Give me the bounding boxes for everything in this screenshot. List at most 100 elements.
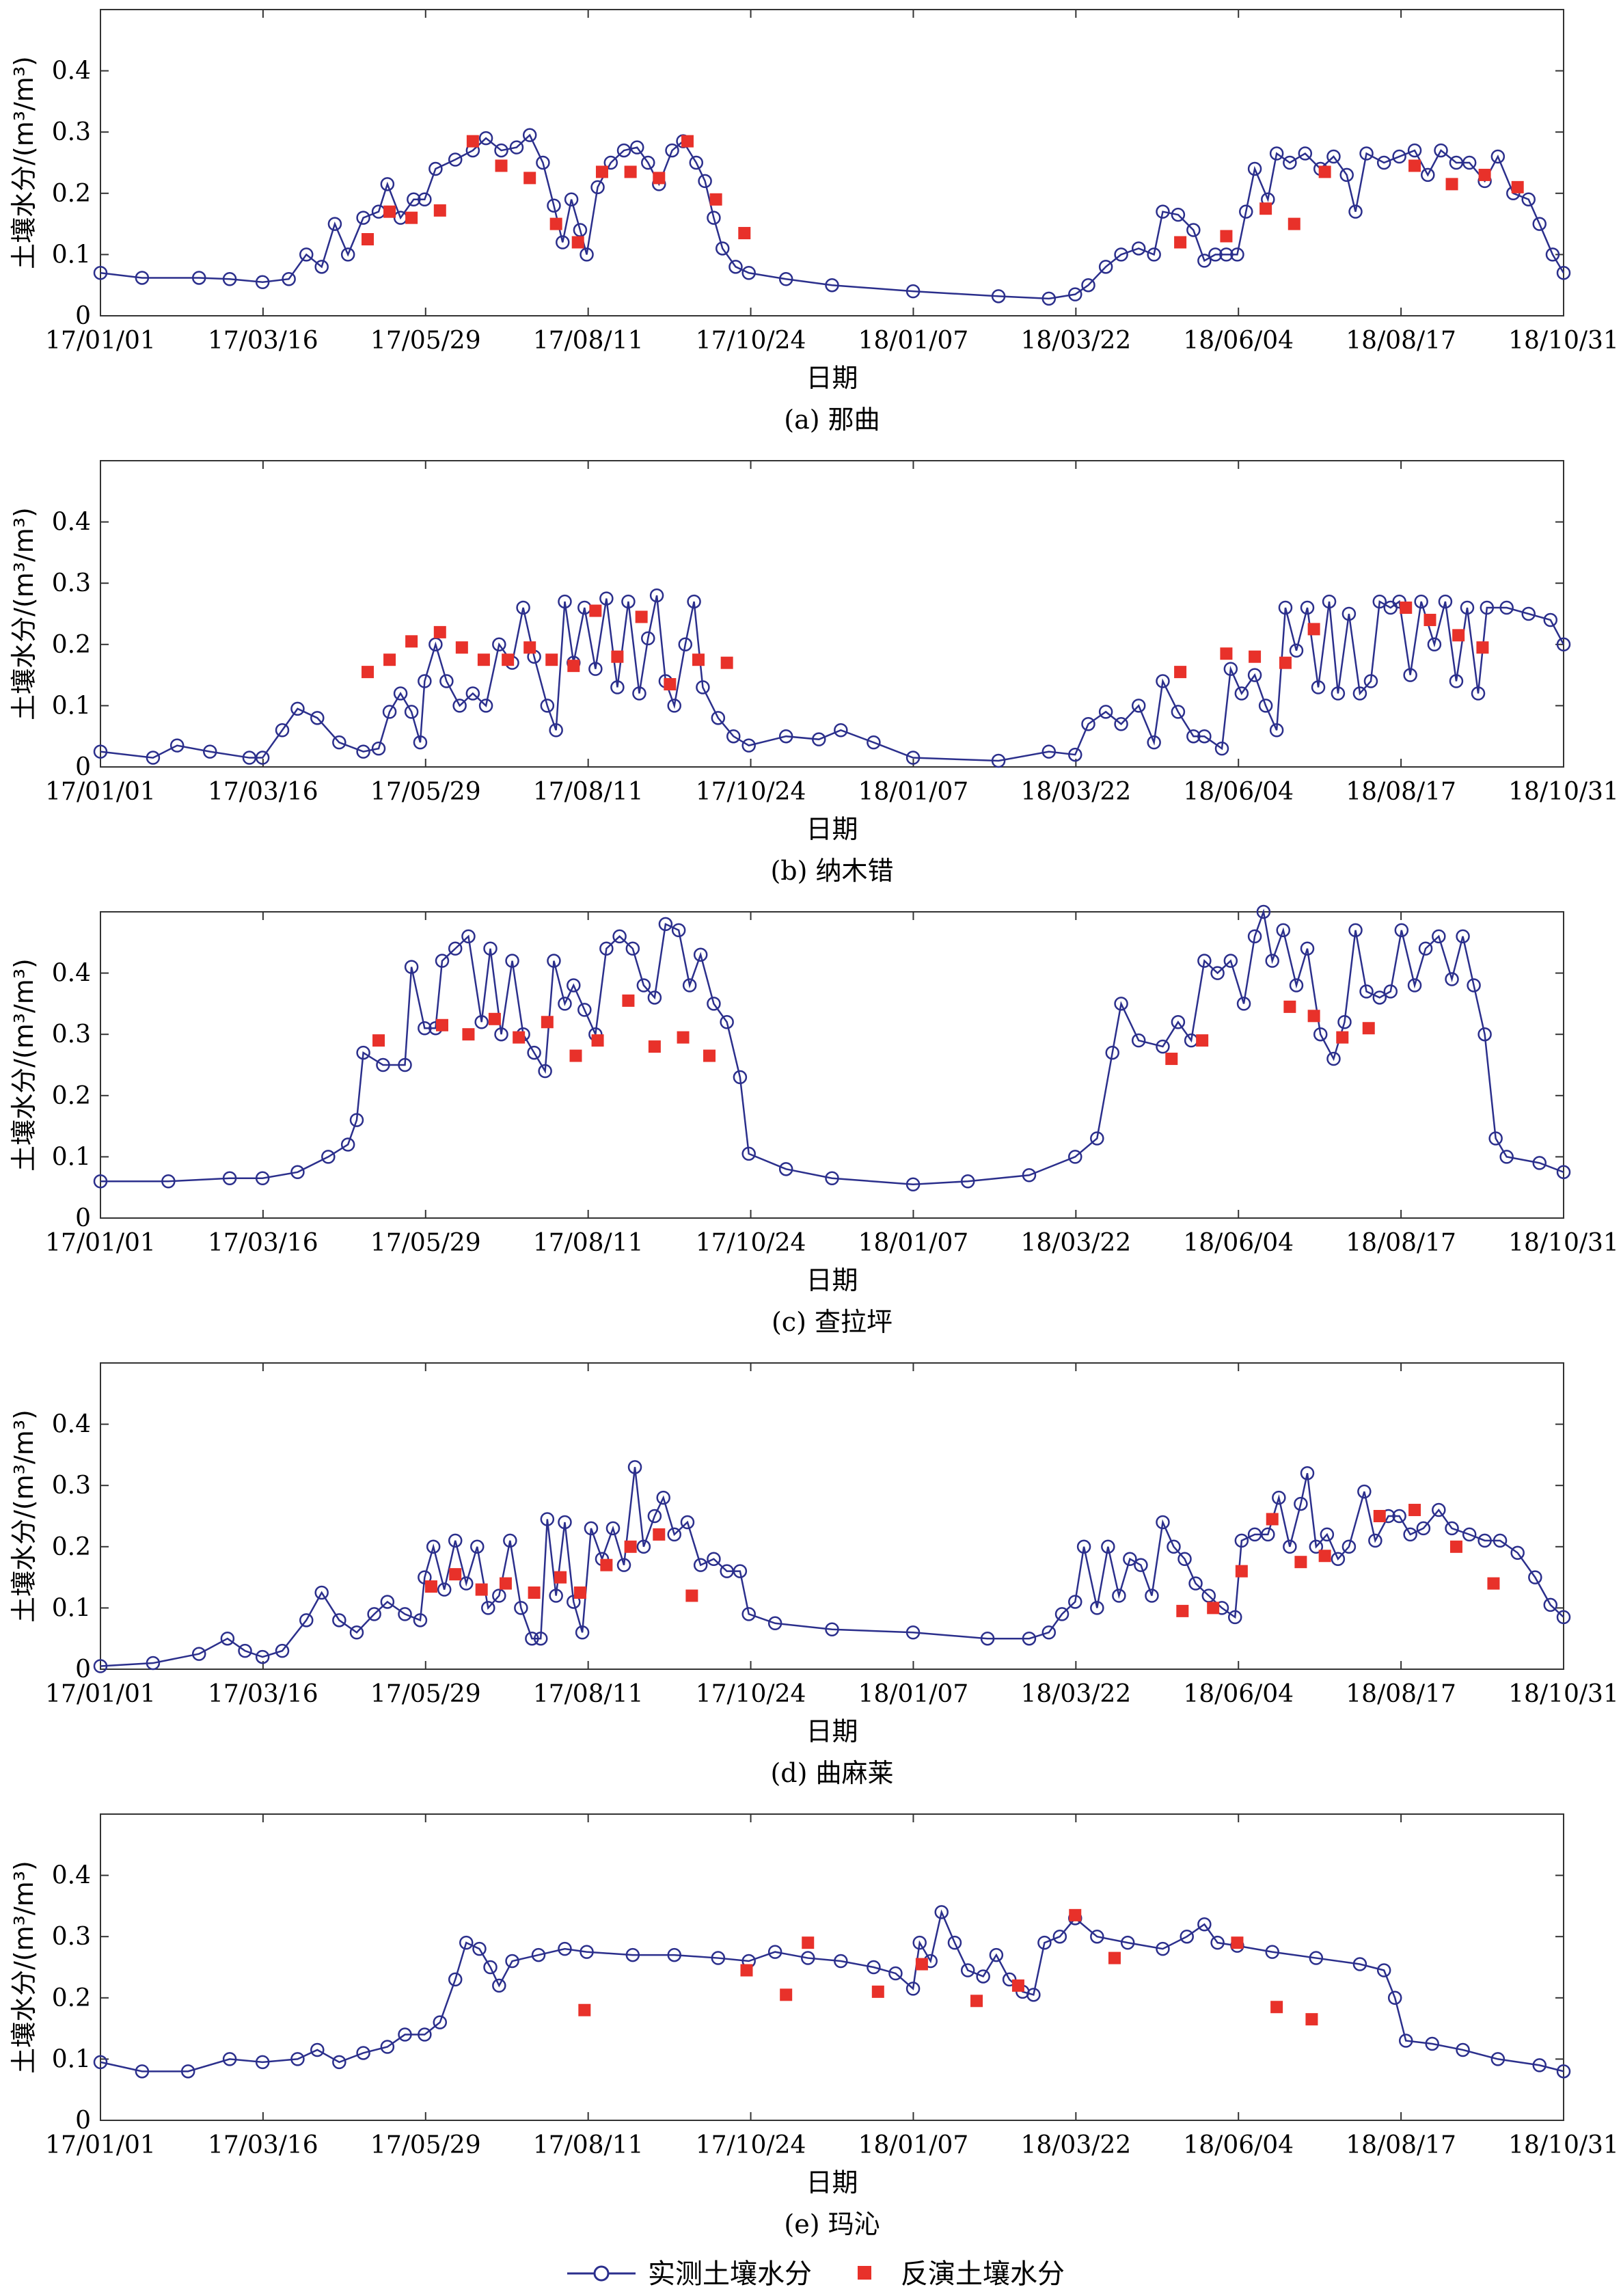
plot-frame bbox=[100, 911, 1564, 1219]
measured-point bbox=[509, 140, 524, 154]
measured-point bbox=[741, 1607, 756, 1621]
measured-point bbox=[612, 929, 627, 944]
measured-point bbox=[299, 1613, 314, 1628]
measured-point bbox=[1331, 686, 1346, 701]
measured-point bbox=[382, 705, 397, 719]
retrieved-point bbox=[1318, 165, 1331, 178]
x-tick-label: 18/01/07 bbox=[858, 1680, 969, 1708]
measured-point bbox=[448, 152, 463, 167]
measured-point bbox=[1098, 705, 1113, 719]
measured-point bbox=[161, 1174, 176, 1189]
retrieved-point bbox=[1220, 647, 1233, 660]
measured-point bbox=[627, 1460, 642, 1474]
retrieved-point bbox=[433, 625, 446, 638]
measured-point bbox=[1313, 1027, 1328, 1042]
x-tick-label: 17/01/01 bbox=[45, 2131, 156, 2159]
measured-point bbox=[1156, 1039, 1170, 1054]
measured-point bbox=[448, 941, 463, 956]
retrieved-point bbox=[1108, 1951, 1121, 1964]
measured-point bbox=[1456, 2042, 1470, 2057]
retrieved-point bbox=[1174, 236, 1187, 249]
x-tick-label: 18/01/07 bbox=[858, 1229, 969, 1257]
measured-point bbox=[1521, 192, 1536, 207]
measured-point bbox=[682, 978, 697, 992]
retrieved-point bbox=[740, 1964, 753, 1977]
measured-point bbox=[1230, 247, 1244, 262]
y-axis-title: 土壤水分/(m³/m³) bbox=[9, 56, 39, 269]
measured-point bbox=[398, 2027, 412, 2042]
measured-point bbox=[321, 1150, 336, 1164]
measured-point bbox=[135, 271, 150, 285]
measured-point bbox=[282, 271, 296, 286]
measured-point bbox=[332, 2055, 346, 2070]
panel-caption: (c) 查拉坪 bbox=[772, 1307, 893, 1337]
retrieved-point bbox=[1270, 2001, 1283, 2014]
y-axis-title: 土壤水分/(m³/m³) bbox=[9, 1409, 39, 1623]
retrieved-point bbox=[681, 135, 694, 148]
measured-point bbox=[1456, 929, 1470, 944]
y-tick-label: 0 bbox=[75, 753, 91, 781]
measured-point bbox=[667, 1527, 681, 1542]
measured-point bbox=[516, 600, 530, 615]
y-tick-label: 0.3 bbox=[52, 1923, 91, 1951]
measured-point bbox=[1545, 247, 1560, 262]
measured-point bbox=[222, 271, 237, 286]
measured-point bbox=[1247, 668, 1262, 682]
measured-point bbox=[1101, 1539, 1115, 1554]
measured-point bbox=[947, 1935, 962, 1950]
measured-point bbox=[707, 997, 721, 1011]
retrieved-point bbox=[780, 1988, 793, 2001]
measured-point bbox=[437, 1582, 452, 1597]
retrieved-point bbox=[1307, 1010, 1320, 1023]
measured-point bbox=[413, 1613, 428, 1628]
panel-caption: (a) 那曲 bbox=[784, 405, 880, 435]
measured-point bbox=[492, 637, 506, 652]
measured-point bbox=[667, 699, 681, 713]
measured-point bbox=[220, 1631, 235, 1646]
measured-point bbox=[989, 1947, 1004, 1962]
measured-point bbox=[356, 744, 370, 759]
measured-point bbox=[1272, 1490, 1286, 1505]
x-tick-label: 17/03/16 bbox=[208, 327, 318, 355]
measured-point bbox=[812, 732, 826, 746]
retrieved-point bbox=[1408, 159, 1421, 172]
measured-point bbox=[1294, 1496, 1308, 1511]
measured-point bbox=[549, 1589, 563, 1603]
measured-point bbox=[599, 941, 614, 956]
measured-point bbox=[536, 155, 550, 170]
measured-point bbox=[912, 1935, 927, 1950]
x-tick-label: 18/10/31 bbox=[1508, 2131, 1619, 2159]
y-tick-label: 0.2 bbox=[52, 1984, 91, 2012]
measured-point bbox=[991, 753, 1006, 768]
measured-point bbox=[492, 1978, 506, 1993]
measured-point bbox=[1445, 972, 1459, 986]
measured-point bbox=[632, 686, 646, 701]
measured-point bbox=[222, 2052, 237, 2066]
retrieved-point bbox=[567, 660, 580, 673]
measured-point bbox=[340, 1137, 355, 1152]
x-tick-label: 18/06/04 bbox=[1183, 1680, 1294, 1708]
panel-caption: (d) 曲麻莱 bbox=[770, 1758, 893, 1788]
retrieved-point bbox=[915, 1958, 928, 1971]
x-tick-label: 17/03/16 bbox=[208, 1229, 318, 1257]
retrieved-point bbox=[1373, 1510, 1386, 1522]
retrieved-point bbox=[1424, 613, 1436, 626]
retrieved-point bbox=[738, 227, 751, 240]
chart-panel-2: 0 0.1 0.2 0.3 0.4 17/01/01 17/03/16 17/05/29 17/… bbox=[9, 460, 1619, 886]
retrieved-point bbox=[362, 666, 374, 679]
measured-point bbox=[680, 1515, 695, 1530]
measured-point bbox=[1131, 699, 1146, 713]
measured-point bbox=[299, 247, 314, 262]
x-tick-label: 18/03/22 bbox=[1020, 778, 1131, 806]
retrieved-point bbox=[648, 1040, 661, 1053]
measured-point bbox=[656, 1490, 670, 1505]
measured-point bbox=[888, 1966, 903, 1981]
measured-point bbox=[1425, 2036, 1439, 2051]
measured-point bbox=[505, 954, 519, 968]
retrieved-point bbox=[578, 2003, 591, 2016]
retrieved-point bbox=[1069, 1908, 1082, 1921]
x-tick-label: 17/05/29 bbox=[370, 327, 481, 355]
measured-point bbox=[733, 1070, 748, 1085]
measured-point bbox=[418, 674, 432, 688]
measured-point bbox=[503, 1533, 517, 1548]
